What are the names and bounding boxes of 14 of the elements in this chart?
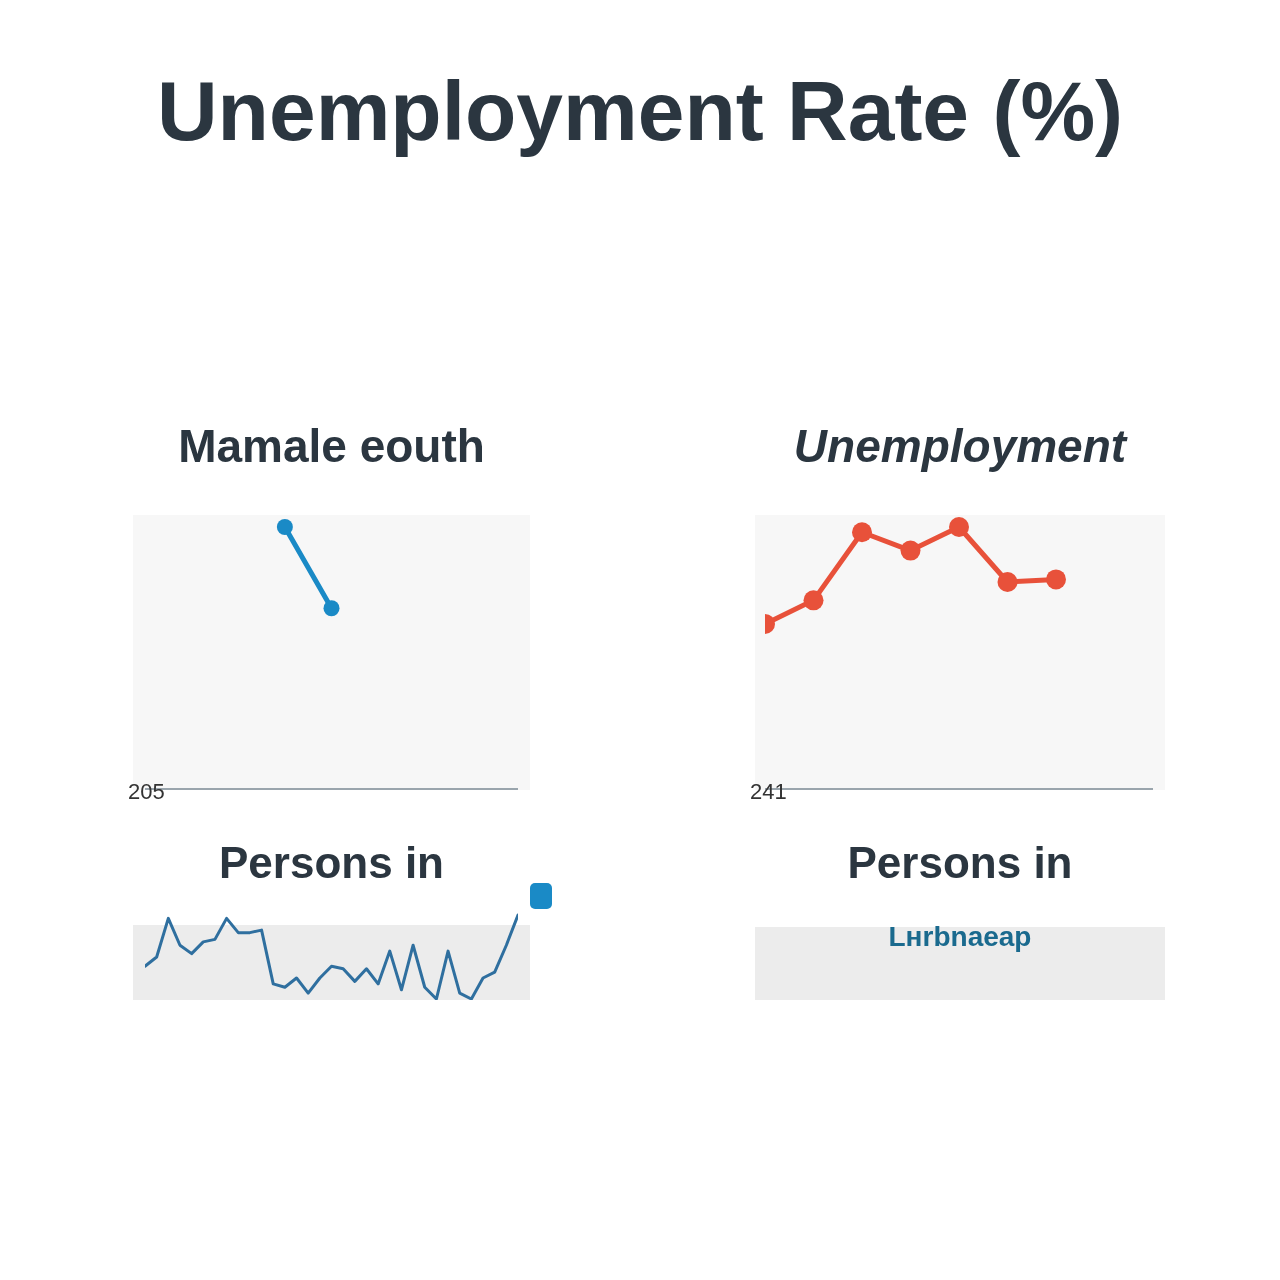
chart-title: Persons in: [218, 838, 445, 889]
text: Persons in: [846, 838, 1074, 889]
point: [949, 517, 969, 537]
annotation: 205: [128, 779, 165, 805]
text: Unemployment Rate (%): [155, 63, 1125, 160]
text: Lнrbnaeap: [887, 921, 1033, 953]
point: [900, 540, 921, 561]
point: [997, 572, 1018, 593]
point: [852, 522, 872, 543]
chart-title: Unemployment: [792, 420, 1129, 473]
chart-title: Mamale eouth: [177, 420, 486, 473]
point: [1046, 569, 1066, 590]
point: [803, 590, 824, 611]
annotation: 241: [750, 779, 787, 805]
